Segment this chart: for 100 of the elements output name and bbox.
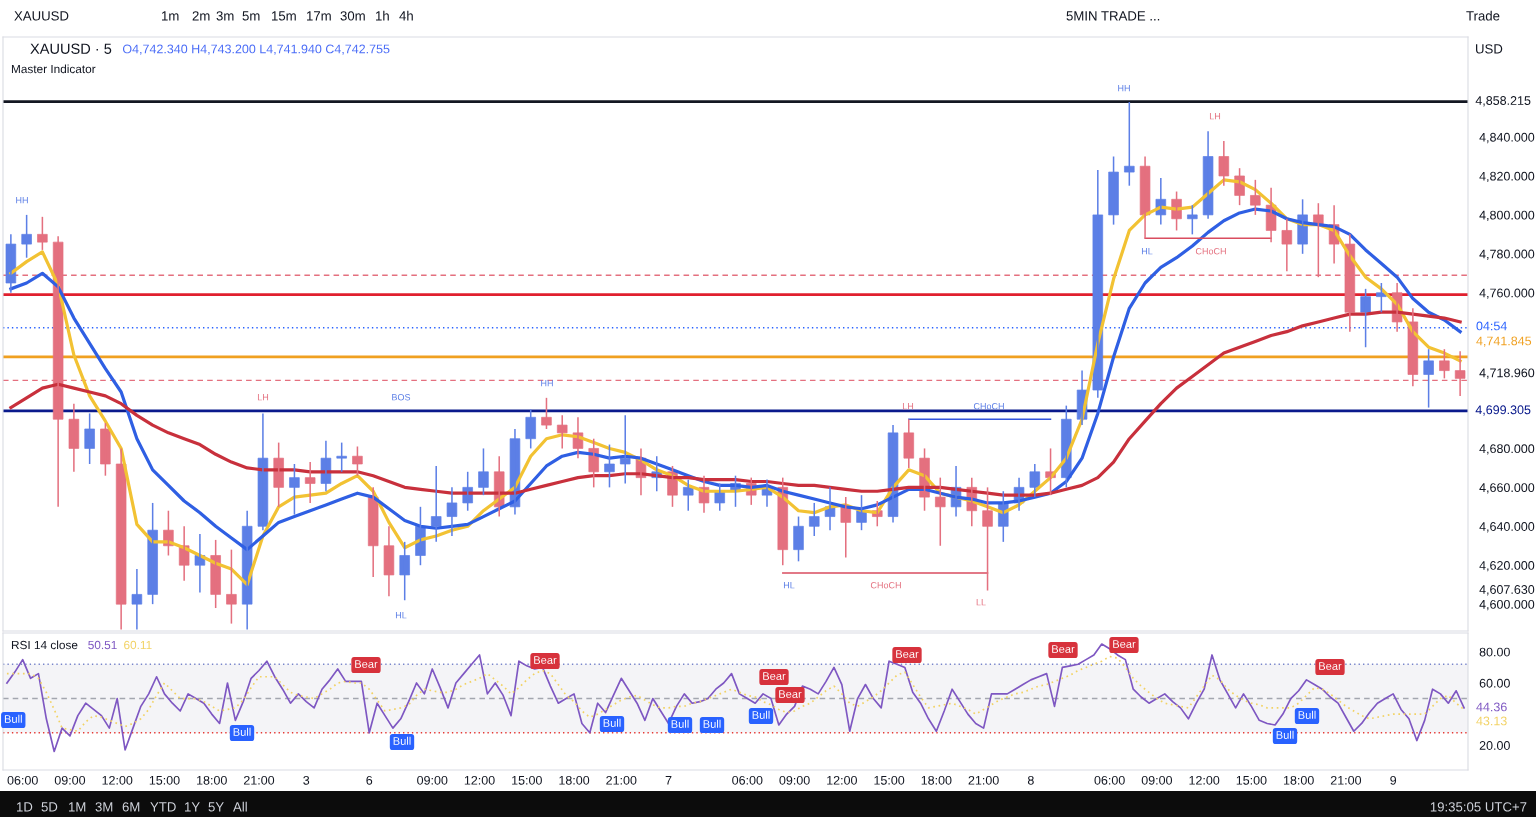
y-tick-label: 4,620.000	[1479, 561, 1535, 572]
annotation: LL	[976, 599, 986, 606]
text: 44.36	[1476, 702, 1507, 712]
x-tick-label: 15:00	[149, 775, 180, 785]
x-tick-label: 9	[1390, 775, 1397, 785]
text: 30m	[340, 11, 365, 21]
text: 2m	[192, 11, 210, 21]
annotation: LH	[902, 403, 914, 410]
text: 15m	[272, 11, 296, 21]
y-tick-label: 4,607.630	[1479, 585, 1535, 596]
candlestick	[1281, 218, 1293, 273]
y-tick-label: 4,600.000	[1479, 599, 1535, 611]
candlestick	[1108, 155, 1119, 226]
annotation: Bull	[671, 719, 689, 728]
annotation: BOS	[392, 394, 411, 401]
y-tick-label: 4,680.000	[1479, 444, 1535, 455]
annotation: Master Indicator	[11, 64, 96, 74]
x-tick-label: 21:00	[968, 775, 999, 785]
candlestick	[352, 445, 363, 477]
chart-subtitle: O4,742.340 H4,743.200 L4,741.940 C4,742.755	[122, 44, 390, 55]
text: 17m	[307, 11, 331, 21]
x-tick-label: 18:00	[559, 775, 590, 785]
annotation: Bear	[779, 690, 802, 698]
x-tick-label: 06:00	[7, 775, 38, 785]
annotation: LH	[1209, 113, 1221, 120]
candlestick	[147, 502, 158, 605]
candlestick	[1360, 288, 1371, 348]
candlestick	[37, 216, 48, 251]
y-tick-label: 4,760.000	[1479, 288, 1535, 299]
annotation: HL	[1141, 248, 1153, 255]
x-tick-label: 7	[665, 776, 672, 785]
y-tick-label: 4,660.000	[1479, 483, 1535, 494]
annotation: Bull	[393, 736, 411, 745]
candlestick	[84, 412, 95, 465]
y-tick-label: 4,718.960	[1479, 368, 1535, 379]
text: XAUUSD	[14, 11, 69, 21]
annotation: HH	[541, 380, 553, 387]
annotation: Bull	[703, 719, 721, 728]
y-tick-label: 4,780.000	[1479, 249, 1535, 260]
annotation: CHoCH	[973, 403, 1004, 410]
x-tick-label: 21:00	[606, 775, 637, 785]
x-tick-label: 09:00	[417, 775, 448, 785]
text: All	[233, 801, 247, 812]
candlestick	[289, 463, 300, 516]
annotation: Bull	[1276, 730, 1294, 739]
candlestick	[903, 418, 915, 469]
annotation: LH	[257, 394, 269, 401]
candlestick	[304, 461, 316, 504]
x-tick-label: 21:00	[1330, 775, 1362, 785]
candlestick	[982, 486, 993, 592]
x-tick-label: 06:00	[1094, 775, 1125, 785]
candlestick	[478, 447, 489, 496]
x-tick-label: 12:00	[1189, 775, 1220, 785]
annotation: Bull	[4, 714, 22, 723]
x-tick-label: 12:00	[827, 775, 857, 785]
x-tick-label: 15:00	[512, 775, 542, 785]
x-tick-label: 18:00	[1283, 775, 1314, 785]
chart-title: XAUUSD · 5	[30, 43, 112, 54]
text: 3m	[216, 11, 234, 21]
x-tick-label: 06:00	[732, 775, 763, 785]
candlestick	[809, 502, 820, 537]
text: 43.13	[1476, 716, 1507, 726]
candlestick	[226, 548, 237, 625]
annotation: HH	[16, 197, 28, 204]
annotation: Bear	[355, 660, 378, 668]
annotation: Bear	[1052, 645, 1075, 653]
ref-line-label: 4,699.305	[1475, 405, 1531, 416]
annotation: Bull	[752, 710, 770, 719]
x-tick-label: 6	[366, 775, 373, 785]
candlestick	[1250, 179, 1261, 216]
annotation: Bull	[233, 727, 251, 736]
y-tick-label: 4,820.000	[1479, 171, 1535, 183]
candlestick	[21, 214, 32, 259]
text: 1D	[17, 802, 33, 812]
annotation: Bull	[603, 718, 621, 727]
x-tick-label: 12:00	[464, 775, 495, 785]
text: 5m	[242, 11, 260, 21]
text: 1Y	[185, 802, 200, 812]
candlestick	[1218, 140, 1230, 187]
text: 6M	[122, 802, 140, 812]
candlestick	[399, 541, 410, 602]
text: 1M	[69, 802, 86, 812]
annotation: Bear	[1319, 662, 1342, 670]
annotation: Bear	[763, 672, 786, 680]
candlestick	[556, 414, 568, 450]
annotation: HH	[1118, 85, 1130, 92]
text: 4,741.845	[1476, 336, 1532, 347]
x-tick-label: 3	[303, 775, 310, 785]
candlestick	[1124, 101, 1135, 187]
chart-title: RSI 14 close	[11, 640, 78, 650]
annotation: Bear	[534, 656, 557, 664]
annotation: CHoCH	[870, 582, 901, 589]
text: Trade	[1466, 10, 1500, 21]
candlestick	[604, 443, 615, 489]
y-tick-label: 4,840.000	[1479, 132, 1535, 144]
candlestick	[620, 414, 631, 485]
candlestick	[525, 408, 536, 450]
text: YTD	[150, 802, 176, 812]
candlestick	[1423, 348, 1434, 409]
y-tick-label: 20.00	[1479, 741, 1510, 750]
